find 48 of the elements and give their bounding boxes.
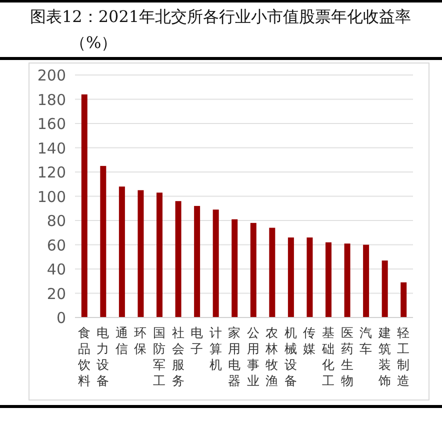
y-tick-label: 0 <box>56 309 66 327</box>
x-tick-label: 传媒 <box>302 325 317 357</box>
x-tick-label: 国防军工 <box>152 325 166 389</box>
bar <box>363 244 370 318</box>
bar <box>344 244 350 318</box>
bar <box>212 210 219 318</box>
x-tick-label: 医药生物 <box>340 325 354 389</box>
y-tick-label: 80 <box>46 212 66 230</box>
y-tick-label: 160 <box>37 115 66 133</box>
x-tick-label: 轻工制造 <box>396 325 411 389</box>
x-tick-label: 基础化工 <box>322 325 336 389</box>
x-tick-label: 公用事业 <box>246 325 260 389</box>
x-tick-label: 社会服务 <box>171 325 186 389</box>
bar <box>232 219 238 318</box>
y-tick-label: 60 <box>46 236 66 254</box>
y-tick-label: 20 <box>46 284 66 303</box>
x-tick-label: 电子 <box>190 325 204 357</box>
y-tick-label: 120 <box>37 164 66 182</box>
bar <box>156 192 162 318</box>
bar <box>326 242 332 318</box>
bar <box>306 237 313 318</box>
x-tick-label: 机械设备 <box>284 325 298 389</box>
bar <box>100 166 106 318</box>
bar <box>382 260 388 318</box>
bar <box>288 237 294 318</box>
x-tick-label: 通信 <box>114 325 129 357</box>
x-tick-label: 计算机 <box>208 325 223 373</box>
bar <box>138 190 144 318</box>
bar <box>81 94 88 318</box>
bar <box>194 206 200 318</box>
bar <box>250 222 256 318</box>
x-tick-label: 环保 <box>134 325 148 357</box>
bar <box>175 201 182 318</box>
x-tick-label: 建筑装饰 <box>378 325 392 389</box>
x-tick-label: 家用电器 <box>228 325 242 389</box>
y-tick-label: 180 <box>37 90 66 109</box>
x-tick-label: 农林牧渔 <box>265 325 280 389</box>
x-tick-label: 汽车 <box>359 325 374 357</box>
bar <box>400 282 407 318</box>
x-tick-label: 电力设备 <box>96 325 110 389</box>
y-tick-label: 140 <box>37 139 66 158</box>
bar <box>269 228 276 318</box>
y-tick-label: 40 <box>46 260 66 278</box>
chart-title: 图表12：2021年北交所各行业小市值股票年化收益率（%） <box>30 7 412 52</box>
bar <box>118 186 125 318</box>
y-tick-label: 100 <box>37 188 66 206</box>
y-tick-label: 200 <box>37 66 66 84</box>
x-tick-label: 食品饮料 <box>77 325 92 389</box>
